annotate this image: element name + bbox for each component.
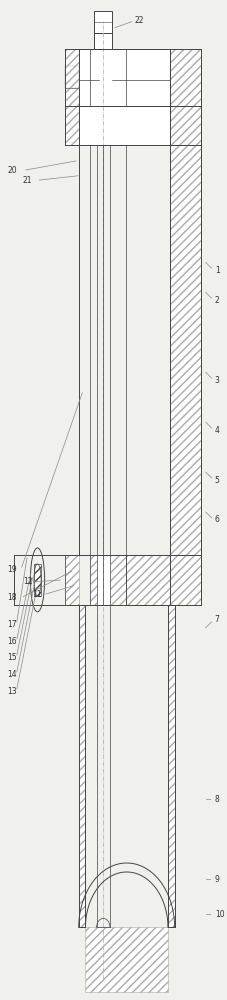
Bar xyxy=(94,33,112,49)
Text: 7: 7 xyxy=(215,615,220,624)
Bar xyxy=(85,927,168,992)
Bar xyxy=(65,66,79,88)
Bar xyxy=(170,555,201,605)
Text: 4: 4 xyxy=(215,426,220,435)
Bar xyxy=(170,49,201,106)
Bar xyxy=(65,106,79,145)
Text: 22: 22 xyxy=(135,16,144,25)
Bar xyxy=(65,66,79,88)
Bar xyxy=(65,49,79,106)
Bar xyxy=(94,11,112,33)
Text: 10: 10 xyxy=(215,910,225,919)
Text: 13: 13 xyxy=(7,687,17,696)
Text: 6: 6 xyxy=(215,515,220,524)
Bar xyxy=(97,555,110,605)
Text: 16: 16 xyxy=(7,637,17,646)
Text: 1: 1 xyxy=(215,266,220,275)
Text: 11: 11 xyxy=(32,590,41,599)
Bar xyxy=(126,555,170,605)
Bar xyxy=(168,605,175,927)
Text: 3: 3 xyxy=(215,376,220,385)
Text: 17: 17 xyxy=(7,620,17,629)
Text: 21: 21 xyxy=(23,176,32,185)
Bar xyxy=(170,145,201,555)
Bar xyxy=(90,555,126,605)
Text: 20: 20 xyxy=(7,166,17,175)
Bar xyxy=(79,605,85,927)
Text: 5: 5 xyxy=(215,476,220,485)
Text: 9: 9 xyxy=(215,875,220,884)
Text: 14: 14 xyxy=(7,670,17,679)
Text: 19: 19 xyxy=(7,565,17,574)
Text: 12: 12 xyxy=(23,577,32,586)
Bar xyxy=(79,106,170,145)
Bar xyxy=(170,106,201,145)
Text: 2: 2 xyxy=(215,296,220,305)
Bar xyxy=(34,564,41,596)
Text: 8: 8 xyxy=(215,795,220,804)
Bar xyxy=(79,49,170,106)
Bar xyxy=(65,106,79,145)
Text: 18: 18 xyxy=(7,593,17,602)
Text: 15: 15 xyxy=(7,653,17,662)
Bar xyxy=(65,555,79,605)
